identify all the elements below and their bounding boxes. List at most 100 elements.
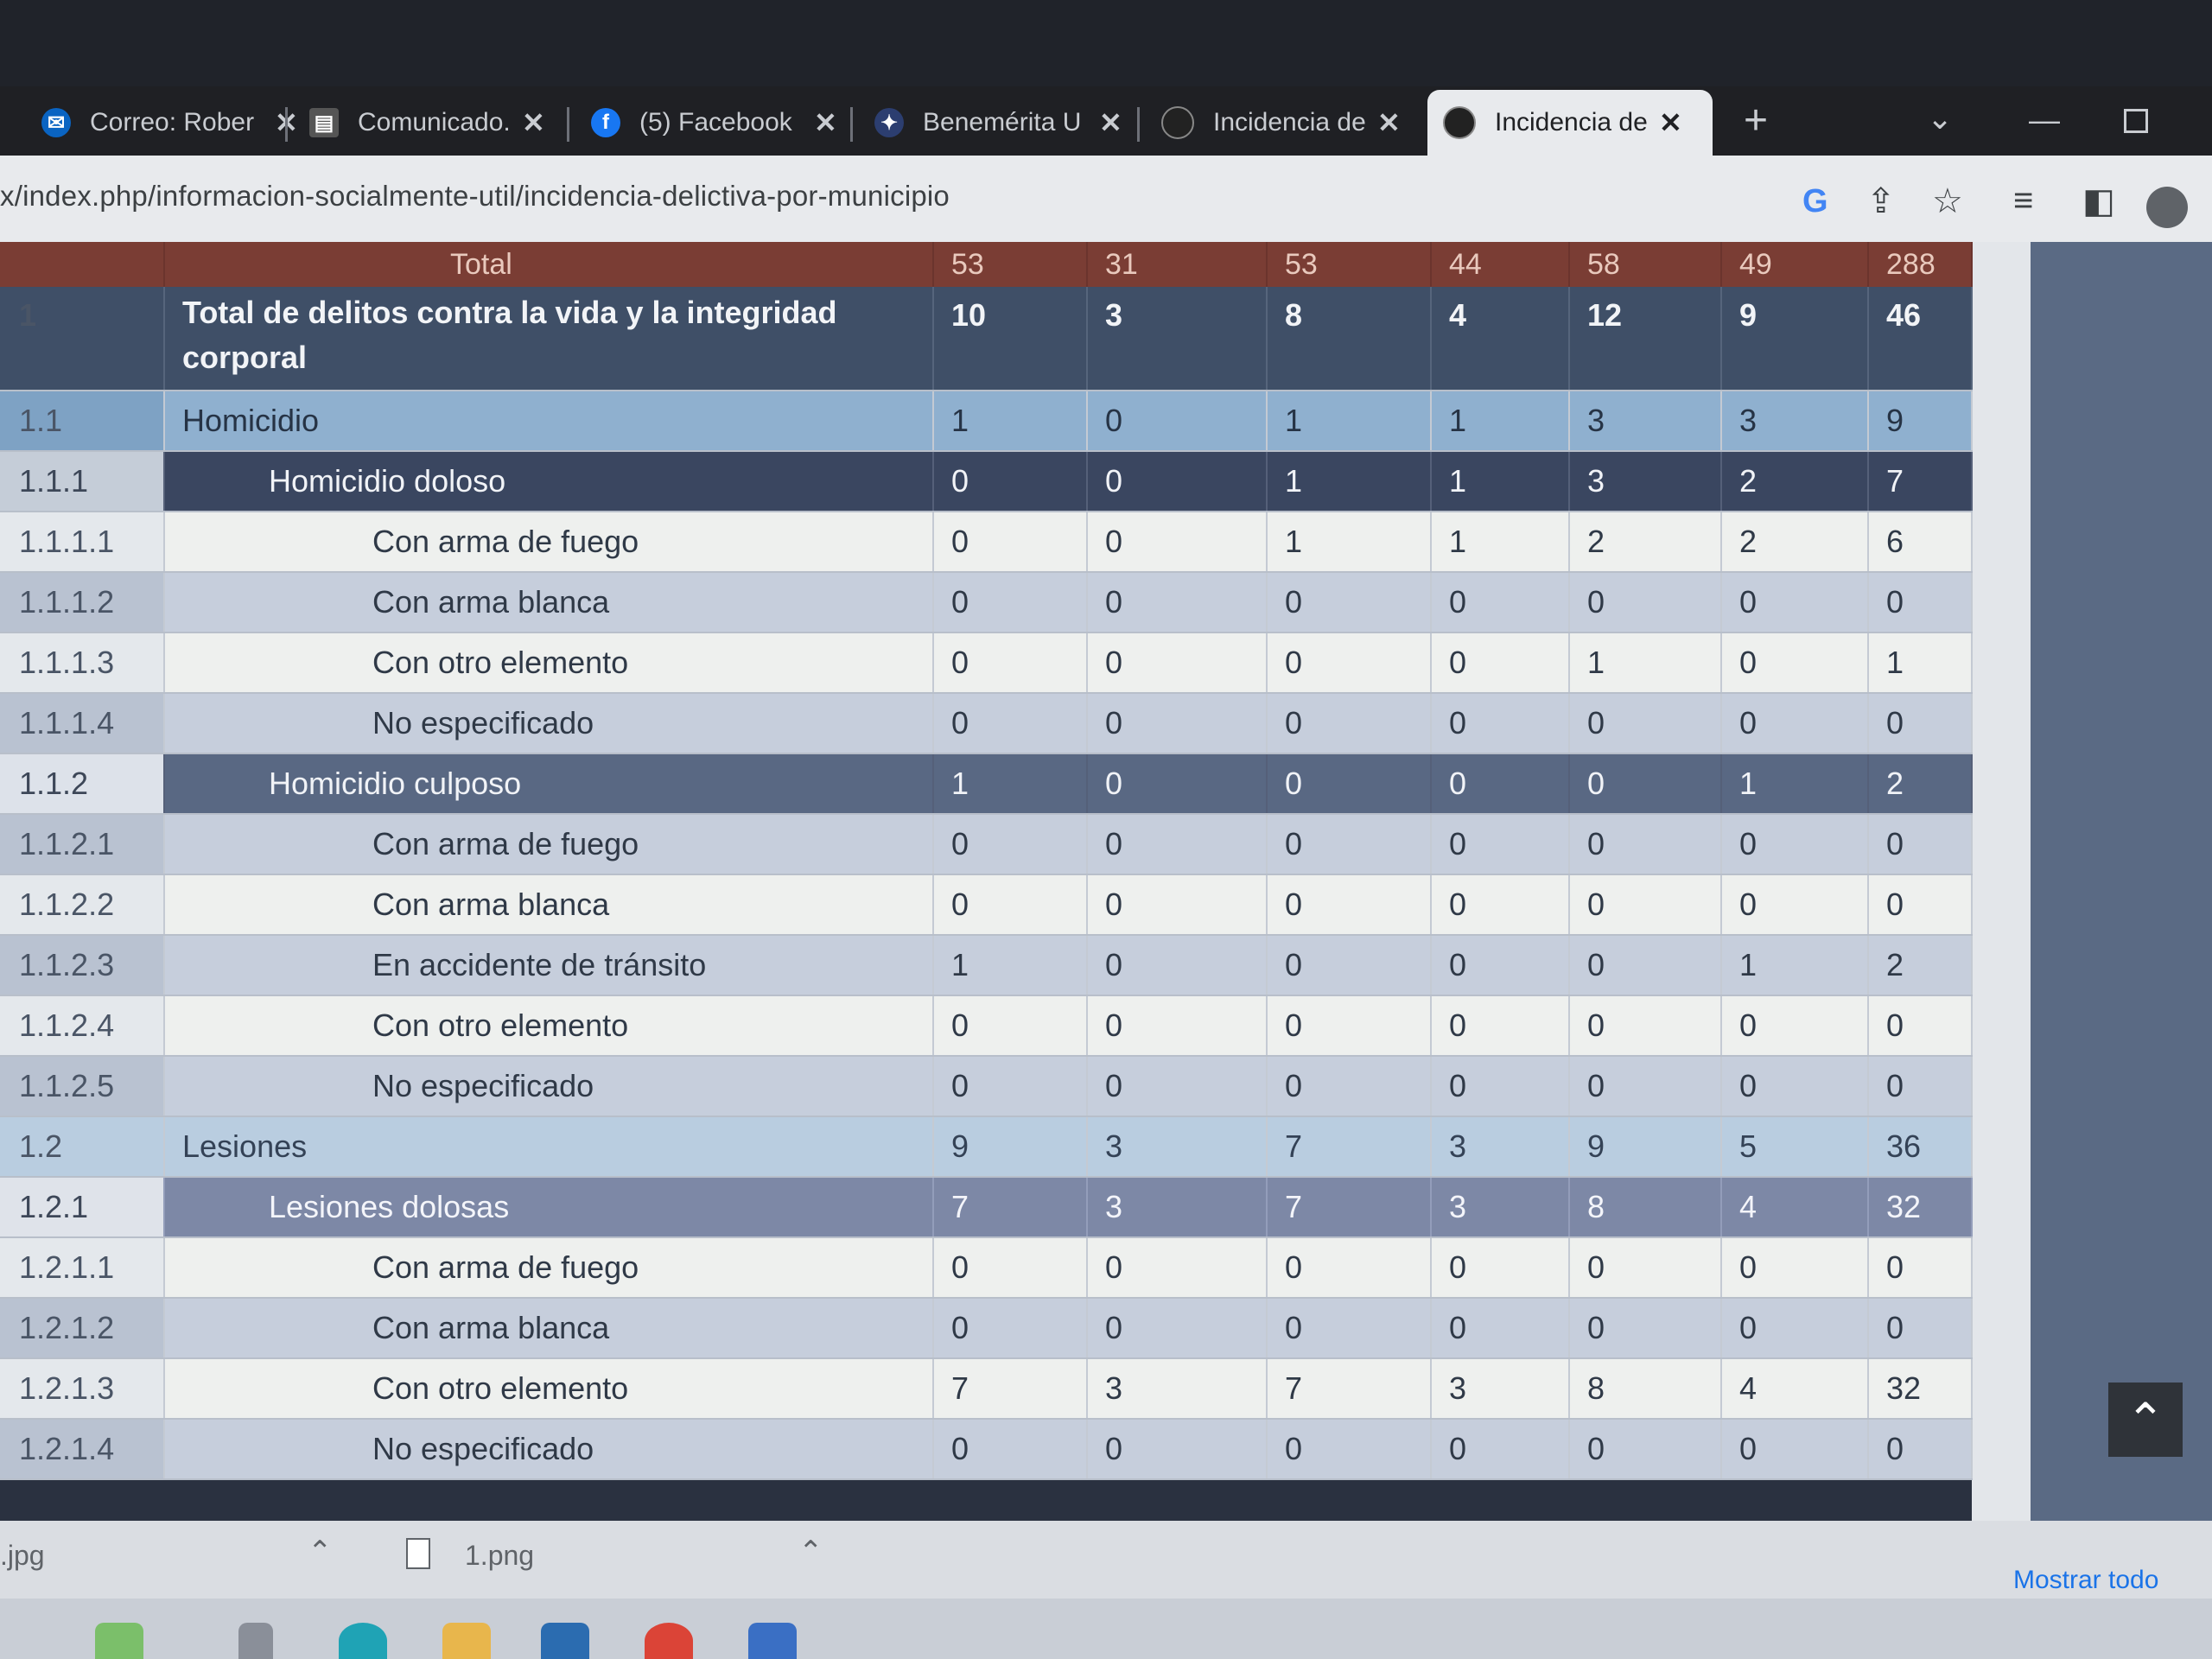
minimize-icon[interactable]: — — [2029, 102, 2060, 137]
value-cell: 0 — [1087, 512, 1268, 573]
folder-icon[interactable] — [442, 1623, 491, 1659]
row-code: 1.2 — [0, 1116, 165, 1178]
show-all-link[interactable]: Mostrar todo — [2013, 1566, 2159, 1594]
close-icon[interactable]: ✕ — [522, 107, 545, 138]
star-icon[interactable]: ☆ — [1932, 182, 1963, 220]
row-label: Con arma blanca — [164, 572, 934, 633]
value-cell: 0 — [1721, 1419, 1869, 1480]
value-cell: 0 — [1569, 935, 1722, 996]
tab-comunicado[interactable]: ▤ Comunicado. ✕ — [294, 95, 561, 150]
value-cell: 0 — [1431, 814, 1570, 875]
store-icon[interactable] — [541, 1623, 589, 1659]
value-cell: 9 — [1868, 391, 1973, 452]
chrome-icon[interactable] — [645, 1623, 693, 1659]
value-cell: 0 — [933, 1419, 1088, 1480]
table-row: 1.1 Homicidio 1 0 1 1 3 3 9 — [0, 391, 1973, 452]
tab-benemerita[interactable]: ✦ Benemérita U ✕ — [859, 95, 1138, 150]
value-cell: 7 — [1868, 451, 1973, 512]
tab-separator — [1137, 107, 1140, 142]
close-icon[interactable]: ✕ — [1659, 107, 1682, 138]
value-cell: 0 — [933, 572, 1088, 633]
value-cell: 0 — [1087, 1298, 1268, 1359]
word-icon[interactable] — [748, 1623, 797, 1659]
url-text[interactable]: x/index.php/informacion-socialmente-util… — [0, 180, 950, 212]
value-cell: 0 — [1721, 1056, 1869, 1117]
tab-title: Benemérita U — [923, 108, 1082, 137]
value-cell: 3 — [1087, 1177, 1268, 1238]
value-cell: 0 — [1569, 874, 1722, 936]
maximize-icon[interactable] — [2124, 109, 2148, 133]
chevron-up-icon[interactable]: ⌃ — [798, 1535, 823, 1568]
edge-icon[interactable] — [339, 1623, 387, 1659]
value-cell: 0 — [1868, 1298, 1973, 1359]
close-icon[interactable]: ✕ — [1099, 107, 1122, 138]
row-code: 1.2.1 — [0, 1177, 165, 1238]
value-cell: 0 — [1569, 995, 1722, 1057]
value-cell: 0 — [1431, 874, 1570, 936]
widgets-icon[interactable] — [95, 1623, 143, 1659]
row-label: Con arma de fuego — [164, 814, 934, 875]
row-label: Con arma blanca — [164, 874, 934, 936]
tab-correo[interactable]: ✉ Correo: Rober ✕ — [26, 95, 314, 150]
row-code: 1.1.2.3 — [0, 935, 165, 996]
new-tab-button[interactable]: + — [1744, 98, 1769, 143]
row-label: Homicidio doloso — [164, 451, 934, 512]
tab-separator — [285, 107, 288, 142]
value-cell: 3 — [1087, 1116, 1268, 1178]
share-icon[interactable]: ⇪ — [1866, 182, 1896, 220]
value-cell: 4 — [1721, 1177, 1869, 1238]
value-cell: 10 — [933, 287, 1088, 391]
news-icon: ▤ — [309, 108, 339, 137]
avatar[interactable] — [2146, 187, 2188, 228]
close-icon[interactable]: ✕ — [814, 107, 837, 138]
row-label: Homicidio culposo — [164, 753, 934, 815]
scroll-to-top-button[interactable]: ⌃ — [2108, 1382, 2183, 1457]
row-code: 1 — [0, 287, 165, 391]
value-cell: 3 — [1431, 1177, 1570, 1238]
tab-title: Comunicado. — [358, 108, 510, 137]
value-cell: 0 — [1087, 451, 1268, 512]
tab-title: Correo: Rober — [90, 108, 255, 137]
chevron-up-icon[interactable]: ⌃ — [308, 1535, 333, 1568]
row-code: 1.1.1.2 — [0, 572, 165, 633]
value-cell: 4 — [1721, 1358, 1869, 1420]
tab-search-chevron-icon[interactable]: ⌄ — [1927, 100, 1954, 136]
value-cell: 0 — [1087, 814, 1268, 875]
table-row: 1.2.1.4 No especificado 0 0 0 0 0 0 0 — [0, 1419, 1973, 1480]
value-cell: 7 — [1267, 1116, 1432, 1178]
value-cell: 32 — [1868, 1177, 1973, 1238]
google-icon[interactable]: G — [1802, 183, 1828, 219]
value-cell: 0 — [1087, 391, 1268, 452]
value-cell: 0 — [1569, 693, 1722, 754]
value-cell: 0 — [1087, 693, 1268, 754]
value-cell: 0 — [1087, 572, 1268, 633]
row-label: No especificado — [164, 1056, 934, 1117]
value-cell: 0 — [1721, 814, 1869, 875]
tab-incidencia-active[interactable]: Incidencia de ✕ — [1427, 90, 1713, 156]
download-item[interactable]: 1.png — [465, 1540, 535, 1571]
value-cell: 0 — [1721, 1298, 1869, 1359]
task-view-icon[interactable] — [238, 1623, 273, 1659]
header-value-cell: 44 — [1431, 242, 1570, 287]
row-code: 1.1.2.1 — [0, 814, 165, 875]
header-value-cell: 31 — [1087, 242, 1268, 287]
side-panel-icon[interactable]: ◧ — [2082, 182, 2115, 220]
table-total-header-row: Total 53 31 53 44 58 49 288 — [0, 242, 1973, 287]
reading-list-icon[interactable]: ≡ — [2013, 181, 2034, 219]
tab-separator — [850, 107, 853, 142]
value-cell: 0 — [1431, 935, 1570, 996]
value-cell: 1 — [1721, 753, 1869, 815]
close-icon[interactable]: ✕ — [1377, 107, 1401, 138]
taskbar — [0, 1599, 2212, 1659]
download-item[interactable]: .jpg — [0, 1540, 45, 1571]
value-cell: 0 — [1267, 874, 1432, 936]
value-cell: 1 — [1868, 632, 1973, 694]
value-cell: 0 — [933, 995, 1088, 1057]
table-row: 1.1.1.4 No especificado 0 0 0 0 0 0 0 — [0, 693, 1973, 754]
value-cell: 0 — [1431, 995, 1570, 1057]
value-cell: 0 — [1267, 814, 1432, 875]
row-code: 1.1.1.3 — [0, 632, 165, 694]
tab-incidencia-1[interactable]: Incidencia de ✕ — [1146, 95, 1416, 150]
value-cell: 0 — [1431, 1298, 1570, 1359]
tab-facebook[interactable]: f (5) Facebook ✕ — [575, 95, 853, 150]
